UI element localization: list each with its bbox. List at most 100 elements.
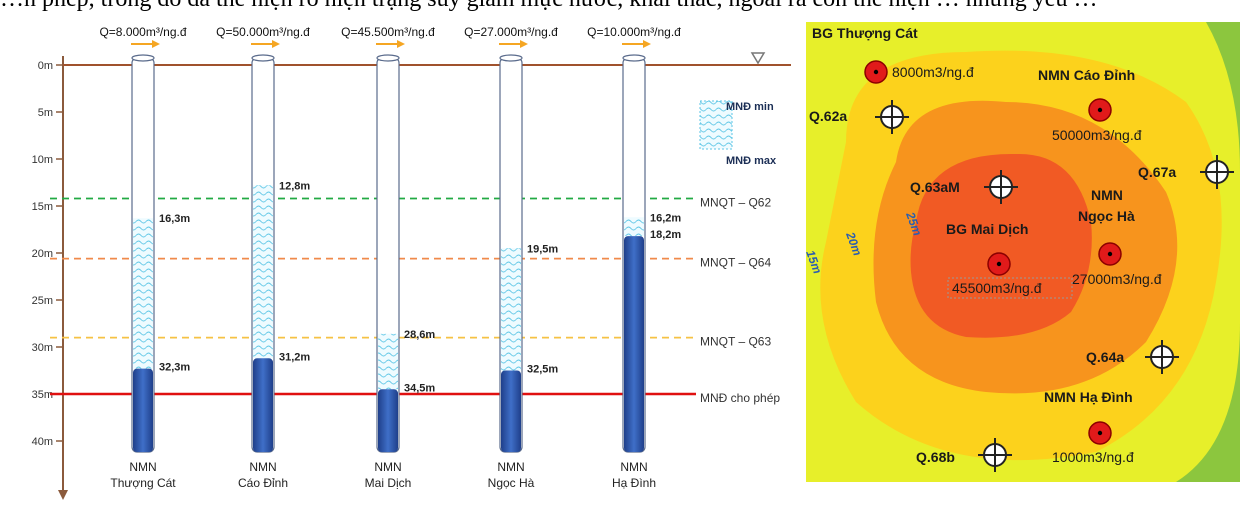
min-depth-label: 12,8m (279, 180, 310, 192)
legend-top-label: MNĐ min (726, 101, 774, 113)
depth-tick-label: 5m (38, 107, 53, 119)
well-column: Q=8.000m³/ng.đ 16,3m 32,3m NMN Thượng Cát (99, 25, 190, 490)
water-level-diagram: 0m 5m 10m 15m 20m 25m 30m 35m 40m MNQT – Q62 MNQT… (32, 25, 791, 500)
depth-tick-label: 35m (32, 389, 53, 401)
well-marker-dot (1107, 251, 1113, 257)
well-cao-dinh: 50000m3/ng.đ (1052, 98, 1142, 143)
flow-arrow-head (152, 40, 160, 48)
water-column (378, 389, 398, 452)
max-depth-label: 34,5m (404, 382, 435, 394)
monitoring-well-q62a: Q.62a (809, 100, 909, 134)
well-tube-top (499, 54, 523, 62)
fluctuation-zone (133, 218, 153, 369)
well-name-line2: Cáo Đỉnh (238, 476, 288, 490)
min-depth-label: 28,6m (404, 329, 435, 341)
flow-arrow-head (520, 40, 528, 48)
water-column (253, 358, 273, 452)
depth-tick-label: 10m (32, 154, 53, 166)
top-caption-strip: …n phép, trong đó đã thể hiện rõ hiện tr… (0, 0, 1244, 24)
depth-tick-label: 40m (32, 436, 53, 448)
well-name-line1: NMN (497, 460, 524, 474)
zone-core (910, 153, 1092, 338)
well-ngoc-ha: 27000m3/ng.đ (1072, 242, 1162, 287)
monitoring-well-q67a: Q.67a (1138, 155, 1234, 189)
label-nmn-ngoc-ha-2: Ngọc Hà (1078, 208, 1135, 224)
well-marker-dot (1097, 107, 1103, 113)
label-nmn-ngoc-ha-1: NMN (1091, 187, 1123, 203)
min-depth-label: 16,2m (650, 212, 681, 224)
well-name-line2: Thượng Cát (110, 476, 176, 490)
min-depth-label: 16,3m (159, 213, 190, 225)
well-name-line2: Hạ Đình (612, 476, 656, 490)
fluctuation-zone (378, 333, 398, 390)
fluctuation-zone (501, 248, 521, 371)
max-depth-label: 31,2m (279, 351, 310, 363)
flow-mai-dich-box (947, 277, 1073, 299)
max-depth-label: 18,2m (650, 229, 681, 241)
flow-cao-dinh: 50000m3/ng.đ (1052, 127, 1142, 143)
well-name-line1: NMN (129, 460, 156, 474)
top-caption: …n phép, trong đó đã thể hiện rõ hiện tr… (0, 0, 1097, 13)
water-table-symbol (750, 52, 766, 65)
well-flow-label: Q=27.000m³/ng.đ (464, 25, 558, 39)
well-column: Q=50.000m³/ng.đ 12,8m 31,2m NMN Cáo Đỉnh (216, 25, 310, 490)
well-column: Q=45.500m³/ng.đ 28,6m 34,5m NMN Mai Dịch (341, 25, 435, 490)
max-depth-label: 32,5m (527, 364, 558, 376)
fluctuation-zone (253, 185, 273, 359)
fluctuation-zone (624, 217, 644, 237)
reference-line-label: MNĐ cho phép (700, 391, 780, 405)
monitoring-label: Q.63aM (910, 179, 960, 195)
monitoring-well-q64a: Q.64a (1086, 340, 1179, 374)
monitoring-label: Q.68b (916, 449, 955, 465)
legend-bottom-label: MNĐ max (726, 155, 777, 167)
flow-arrow-head (643, 40, 651, 48)
monitoring-label: Q.64a (1086, 349, 1124, 365)
well-flow-label: Q=45.500m³/ng.đ (341, 25, 435, 39)
well-mai-dich: 45500m3/ng.đ (947, 252, 1073, 299)
reference-line-label: MNQT – Q62 (700, 195, 771, 209)
depth-tick-label: 30m (32, 342, 53, 354)
label-bg-thuong-cat: BG Thượng Cát (812, 25, 918, 41)
well-column: Q=27.000m³/ng.đ 19,5m 32,5m NMN Ngọc Hà (464, 25, 558, 490)
max-depth-label: 32,3m (159, 362, 190, 374)
water-column (501, 370, 521, 452)
depth-axis-arrow (58, 490, 68, 500)
reference-line-label: MNQT – Q64 (700, 256, 771, 270)
well-name-line2: Ngọc Hà (488, 476, 535, 490)
water-column (133, 368, 153, 452)
well-flow-label: Q=8.000m³/ng.đ (99, 25, 186, 39)
well-column: Q=10.000m³/ng.đ 16,2m 18,2m NMN Hạ Đình (587, 25, 681, 490)
zone-map: 15m 20m 25m BG Thượng Cát NMN Cáo Đỉnh N… (806, 22, 1240, 482)
flow-ngoc-ha: 27000m3/ng.đ (1072, 271, 1162, 287)
flow-arrow-head (397, 40, 405, 48)
monitoring-label: Q.67a (1138, 164, 1176, 180)
well-flow-label: Q=50.000m³/ng.đ (216, 25, 310, 39)
well-tube-top (622, 54, 646, 62)
well-tube-top (376, 54, 400, 62)
flow-thuong-cat: 8000m3/ng.đ (892, 64, 974, 80)
well-marker-dot (873, 69, 879, 75)
legend: MNĐ min MNĐ max (699, 100, 777, 167)
depth-tick-label: 20m (32, 248, 53, 260)
well-tube-top (251, 54, 275, 62)
well-name-line1: NMN (620, 460, 647, 474)
flow-mai-dich: 45500m3/ng.đ (952, 280, 1042, 296)
well-marker-dot (1097, 430, 1103, 436)
min-depth-label: 19,5m (527, 243, 558, 255)
reference-line-label: MNQT – Q63 (700, 335, 771, 349)
well-tube-top (131, 54, 155, 62)
flow-ha-dinh: 1000m3/ng.đ (1052, 449, 1134, 465)
flow-arrow-head (272, 40, 280, 48)
legend-swatch (699, 100, 733, 150)
label-nmn-cao-dinh: NMN Cáo Đỉnh (1038, 67, 1135, 83)
label-bg-mai-dich: BG Mai Dịch (946, 221, 1028, 237)
monitoring-well-q68b: Q.68b (916, 438, 1012, 472)
well-ha-dinh: 1000m3/ng.đ (1052, 421, 1134, 465)
well-name-line1: NMN (374, 460, 401, 474)
depth-tick-label: 25m (32, 295, 53, 307)
label-nmn-ha-dinh: NMN Hạ Đình (1044, 389, 1133, 405)
water-column (624, 236, 644, 452)
depth-tick-label: 0m (38, 60, 53, 72)
well-name-line2: Mai Dịch (365, 476, 412, 490)
well-thuong-cat: 8000m3/ng.đ (864, 60, 974, 84)
